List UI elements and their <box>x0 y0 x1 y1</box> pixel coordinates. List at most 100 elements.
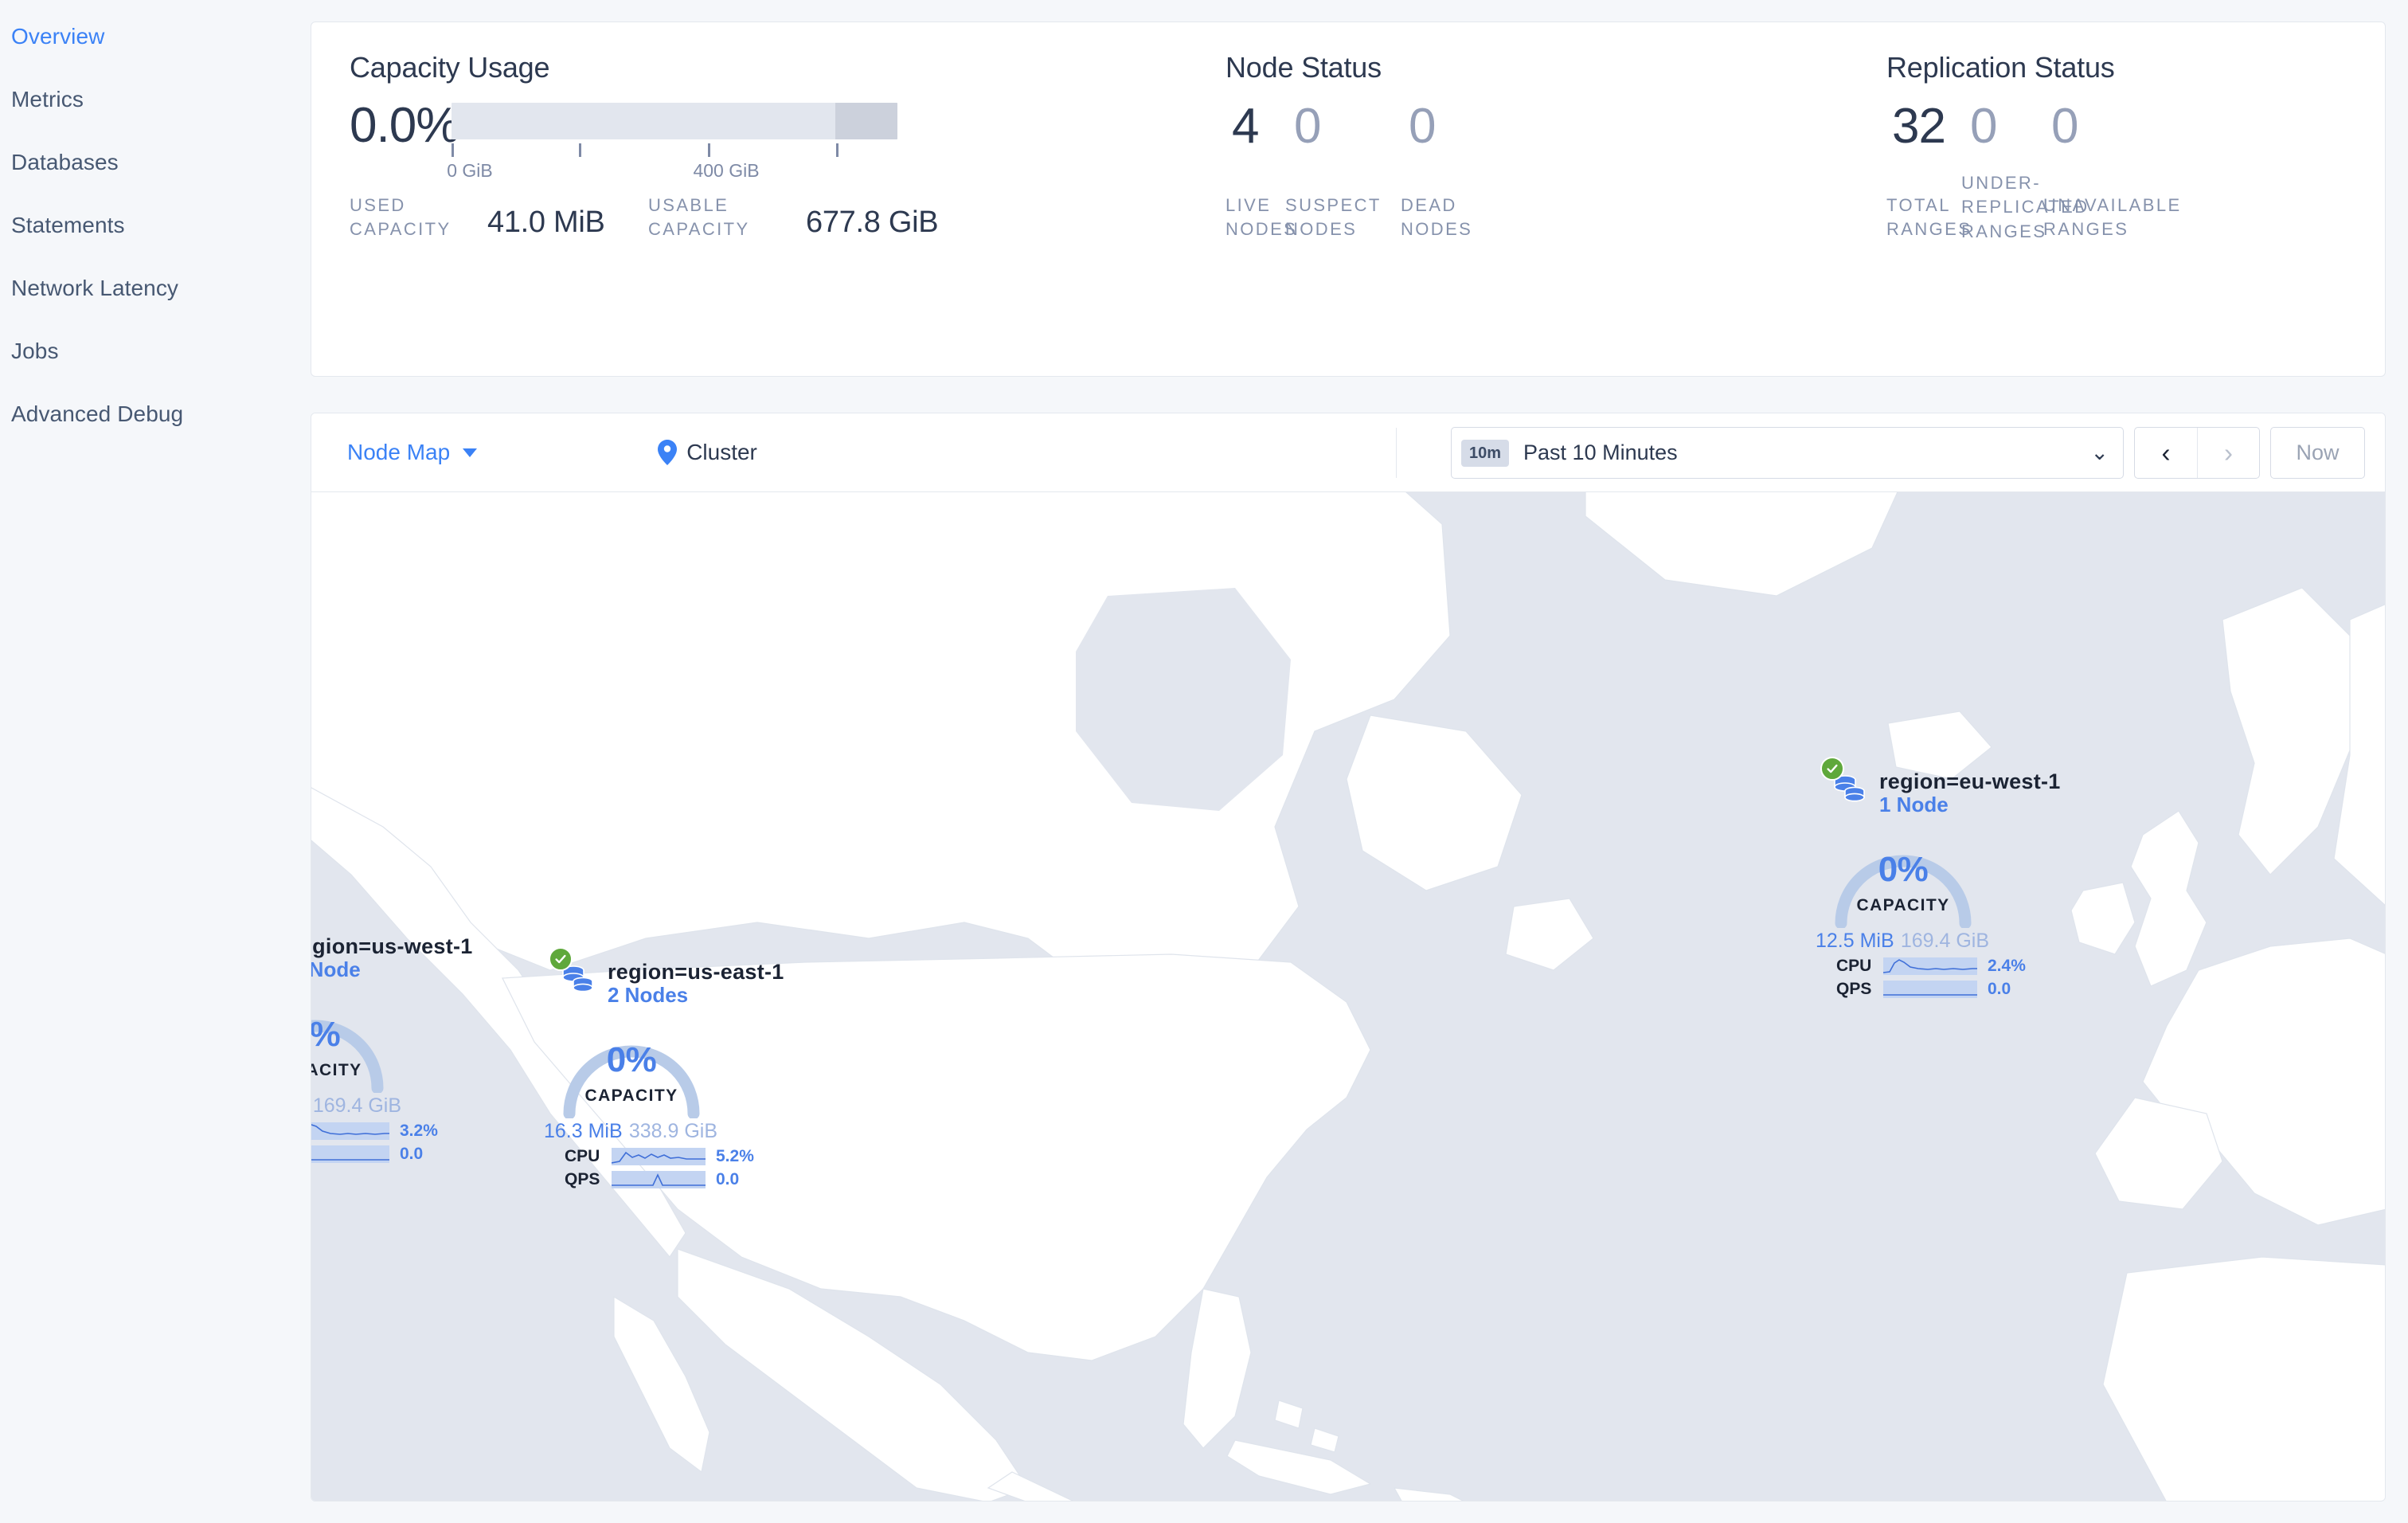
qps-sparkline <box>1883 981 1977 999</box>
chevron-down-icon: ⌄ <box>2090 440 2109 464</box>
cpu-sparkline <box>612 1148 706 1166</box>
location-pin-icon <box>658 440 678 465</box>
qps-sparkline <box>612 1171 706 1189</box>
qps-value: 0.0 <box>1988 980 2011 999</box>
sidebar-item-network-latency[interactable]: Network Latency <box>0 256 311 319</box>
locality-total-capacity: 169.4 GiB <box>312 1094 401 1118</box>
cluster-summary-card: Capacity Usage 0.0% 0 GiB 400 GiB USED CA… <box>311 22 2386 377</box>
used-capacity-value: 41.0 MiB <box>487 206 605 239</box>
locality-used-capacity: 16.3 MiB <box>544 1120 623 1143</box>
sidebar-item-label: Databases <box>11 149 119 174</box>
locality-header: region=eu-west-1 1 Node <box>1820 757 2061 816</box>
sidebar-item-advanced-debug[interactable]: Advanced Debug <box>0 382 311 445</box>
locality-marker-eu-west-1[interactable]: region=eu-west-1 1 Node 0% CAPACITY 12.5… <box>1816 757 2061 999</box>
total-ranges-label: TOTAL RANGES <box>1886 195 1972 240</box>
usable-capacity-label: USABLE CAPACITY <box>648 195 750 240</box>
capacity-tick-0 <box>452 143 454 157</box>
dead-nodes-label: DEAD NODES <box>1401 195 1473 240</box>
sidebar-item-label: Metrics <box>11 86 84 112</box>
capacity-tick-600 <box>836 143 838 157</box>
database-stack-icon <box>1820 757 1868 806</box>
capacity-gauge: 0% CAPACITY <box>553 1018 710 1119</box>
locality-node-count: 1 Node <box>311 957 361 982</box>
time-range-badge: 10m <box>1461 439 1510 467</box>
under-replicated-ranges-value: 0 <box>1970 99 1997 154</box>
usable-capacity-value: 677.8 GiB <box>806 206 939 239</box>
locality-marker-us-west-1[interactable]: region=us-west-1 1 Node 0% CAPACITY 12.2… <box>311 934 473 1164</box>
node-status-title: Node Status <box>1226 51 1382 84</box>
locality-usage-row: 12.2 MiB 169.4 GiB <box>311 1094 401 1118</box>
node-map-card: Node Map Cluster 10m Past 10 Minutes ⌄ <box>311 413 2386 1501</box>
qps-value: 0.0 <box>400 1145 424 1164</box>
capacity-gauge-percent: 0% <box>1878 850 1929 890</box>
live-nodes-value: 4 <box>1232 99 1259 154</box>
sidebar-item-metrics[interactable]: Metrics <box>0 68 311 131</box>
capacity-usage-title: Capacity Usage <box>350 51 550 84</box>
healthy-check-icon <box>549 947 573 971</box>
cpu-label: CPU <box>565 1147 600 1166</box>
capacity-gauge-label: CAPACITY <box>311 1061 362 1080</box>
sidebar-item-overview[interactable]: Overview <box>0 5 311 68</box>
time-range-controls: 10m Past 10 Minutes ⌄ ‹ › Now <box>1451 427 2365 479</box>
locality-region-name: region=us-west-1 <box>311 934 473 958</box>
capacity-gauge-label: CAPACITY <box>1856 896 1950 915</box>
qps-label: QPS <box>565 1170 600 1189</box>
dead-nodes-value: 0 <box>1409 99 1436 154</box>
qps-value: 0.0 <box>716 1170 740 1189</box>
sidebar-item-databases[interactable]: Databases <box>0 131 311 194</box>
cpu-sparkline-row: CPU 5.2% <box>565 1147 784 1166</box>
sidebar-item-jobs[interactable]: Jobs <box>0 319 311 382</box>
capacity-tick-400 <box>708 143 710 157</box>
live-nodes-label: LIVE NODES <box>1226 195 1298 240</box>
capacity-gauge: 0% CAPACITY <box>311 992 393 1094</box>
under-replicated-ranges-label: UNDER- REPLICATED RANGES <box>1961 173 2089 241</box>
capacity-bar-overage <box>835 103 897 139</box>
capacity-percent: 0.0% <box>350 98 459 153</box>
locality-usage-row: 12.5 MiB 169.4 GiB <box>1816 930 1989 953</box>
replication-status-title: Replication Status <box>1886 51 2115 84</box>
replication-status-panel: Replication Status 32 TOTAL RANGES 0 UNDE… <box>1886 22 2380 376</box>
locality-total-capacity: 169.4 GiB <box>1900 930 1989 953</box>
database-stack-icon <box>549 947 596 996</box>
total-ranges-value: 32 <box>1892 99 1946 154</box>
cpu-value: 2.4% <box>1988 957 2026 976</box>
cpu-label: CPU <box>1836 957 1872 976</box>
world-map[interactable]: region=us-west-1 1 Node 0% CAPACITY 12.2… <box>311 492 2385 1501</box>
unavailable-ranges-label: UNAVAILABLE RANGES <box>2043 195 2182 240</box>
locality-labels: region=us-east-1 2 Nodes <box>608 960 784 1007</box>
node-status-panel: Node Status 4 LIVE NODES 0 SUSPECT NODES 0… <box>1226 22 1886 376</box>
breadcrumb[interactable]: Cluster <box>658 440 757 465</box>
now-button[interactable]: Now <box>2270 427 2365 479</box>
previous-range-button[interactable]: ‹ <box>2161 437 2171 468</box>
used-capacity-label: USED CAPACITY <box>350 195 452 240</box>
next-range-button[interactable]: › <box>2197 428 2259 478</box>
locality-labels: region=eu-west-1 1 Node <box>1879 769 2061 816</box>
qps-sparkline-row: QPS 0.0 <box>1836 980 2061 999</box>
cpu-sparkline <box>1883 957 1977 976</box>
locality-used-capacity: 12.5 MiB <box>1816 930 1894 953</box>
breadcrumb-label: Cluster <box>686 440 757 464</box>
view-selector[interactable]: Node Map <box>347 440 478 465</box>
locality-header: region=us-west-1 1 Node <box>311 934 473 981</box>
locality-region-name: region=eu-west-1 <box>1879 769 2061 793</box>
sidebar-item-statements[interactable]: Statements <box>0 194 311 256</box>
sidebar-item-label: Advanced Debug <box>11 401 184 426</box>
time-nav-group: ‹ › <box>2134 427 2260 479</box>
time-range-select[interactable]: 10m Past 10 Minutes ⌄ <box>1451 427 2124 479</box>
qps-sparkline-row: QPS 0.0 <box>311 1145 473 1164</box>
unavailable-ranges-value: 0 <box>2051 99 2078 154</box>
sidebar-item-label: Network Latency <box>11 275 179 300</box>
capacity-gauge-percent: 0% <box>606 1040 657 1080</box>
sidebar-item-label: Statements <box>11 212 125 237</box>
capacity-usage-panel: Capacity Usage 0.0% 0 GiB 400 GiB USED CA… <box>350 22 1194 376</box>
locality-marker-us-east-1[interactable]: region=us-east-1 2 Nodes 0% CAPACITY 16.… <box>544 947 784 1189</box>
locality-labels: region=us-west-1 1 Node <box>311 934 473 981</box>
suspect-nodes-value: 0 <box>1294 99 1321 154</box>
locality-usage-row: 16.3 MiB 338.9 GiB <box>544 1120 717 1143</box>
locality-region-name: region=us-east-1 <box>608 960 784 984</box>
view-selector-label: Node Map <box>347 440 451 464</box>
capacity-tick-200 <box>579 143 581 157</box>
cpu-sparkline-row: CPU 2.4% <box>1836 957 2061 976</box>
capacity-gauge: 0% CAPACITY <box>1825 828 1981 929</box>
cpu-sparkline-row: CPU 3.2% <box>311 1122 473 1141</box>
